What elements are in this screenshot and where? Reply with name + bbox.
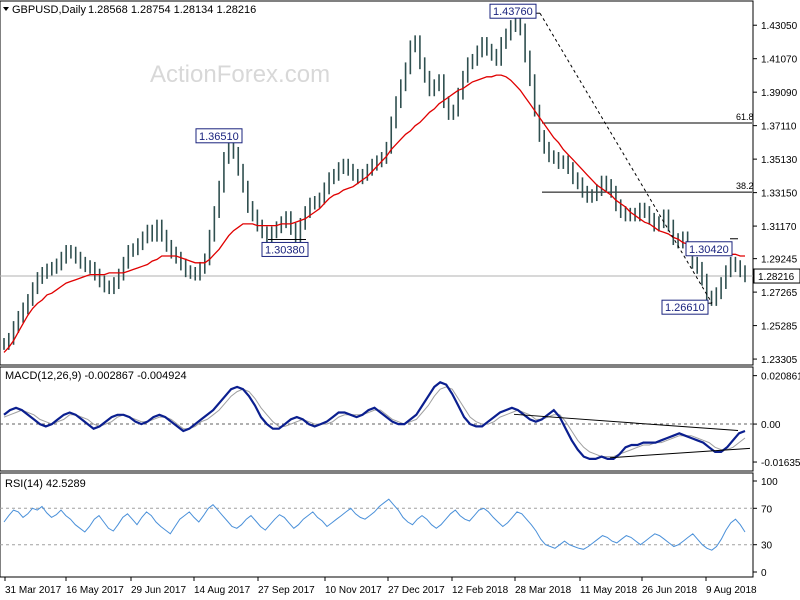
price-tick-label: 1.35130 (761, 155, 798, 166)
date-tick-label: 26 Jun 2018 (642, 585, 697, 596)
moving-average-line (3, 74, 745, 353)
trend-line (539, 12, 713, 304)
annotation-label: 1.30380 (265, 244, 305, 256)
macd-series (3, 381, 751, 460)
date-tick-label: 11 May 2018 (580, 585, 638, 596)
macd-tick-label: 0.020861 (761, 372, 800, 383)
price-tick-label: 1.41070 (761, 55, 798, 66)
chevron-down-icon (3, 7, 9, 11)
date-tick-label: 16 May 2017 (66, 585, 124, 596)
annotation-label: 1.26610 (665, 302, 705, 314)
price-panel: ActionForex.com GBPUSD,Daily 1.28568 1.2… (0, 0, 800, 366)
fib-level-label: 61.8 (736, 112, 754, 122)
price-tick-label: 1.39090 (761, 88, 798, 99)
price-tick-label: 1.33150 (761, 189, 798, 200)
date-tick-label: 28 Mar 2018 (515, 585, 572, 596)
price-tick-label: 1.25285 (761, 322, 798, 333)
date-tick-label: 12 Feb 2018 (452, 585, 509, 596)
rsi-series (3, 498, 746, 551)
price-tick-label: 1.23305 (761, 355, 798, 366)
price-panel-frame (0, 0, 754, 366)
macd-trend-line-upper (513, 413, 739, 432)
annotation-box (261, 241, 309, 257)
macd-title: MACD(12,26,9) -0.002867 -0.004924 (5, 370, 187, 382)
rsi-panel: RSI(14) 42.5289 100 70 30 0 (0, 472, 778, 579)
date-tick-label: 31 Mar 2017 (5, 585, 62, 596)
price-tick-label: 1.31170 (761, 222, 797, 233)
symbol-label: GBPUSD,Daily (12, 4, 86, 16)
rsi-tick-label: 70 (761, 504, 773, 515)
price-tick-label: 1.43050 (761, 21, 798, 32)
fib-level-label: 38.2 (736, 181, 754, 191)
macd-axis: 0.020861 0.00 -0.016357 (0, 372, 800, 469)
watermark: ActionForex.com (150, 61, 330, 88)
rsi-tick-label: 30 (761, 541, 773, 552)
last-price-box (753, 268, 800, 284)
price-axis: 1.43050 1.41070 1.39090 1.37110 1.35130 1.331… (0, 21, 800, 366)
date-tick-label: 10 Nov 2017 (325, 585, 382, 596)
ohlc-label: 1.28568 1.28754 1.28134 1.28216 (88, 4, 256, 16)
macd-line (3, 381, 746, 460)
rsi-title: RSI(14) 42.5289 (5, 478, 86, 490)
macd-tick-label: -0.016357 (761, 458, 800, 469)
dashed-trend-line (539, 12, 713, 304)
date-tick-label: 27 Dec 2017 (388, 585, 445, 596)
date-tick-label: 29 Jun 2017 (131, 585, 186, 596)
annotation-box (489, 3, 537, 19)
date-axis: 31 Mar 2017 16 May 2017 29 Jun 2017 14 Aug … (4, 577, 757, 596)
date-tick-label: 14 Aug 2017 (194, 585, 251, 596)
rsi-axis: 100 70 30 0 (0, 477, 778, 579)
price-tick-label: 1.29245 (761, 255, 798, 266)
last-price-label: 1.28216 (758, 272, 795, 283)
rsi-line (3, 498, 746, 551)
annotation-box (685, 241, 733, 257)
rsi-tick-label: 100 (761, 477, 778, 488)
annotation-label: 1.30420 (689, 244, 729, 256)
date-tick-label: 9 Aug 2018 (706, 585, 757, 596)
macd-panel-frame (0, 366, 754, 472)
macd-tick-label: 0.00 (761, 420, 781, 431)
price-tick-label: 1.27265 (761, 288, 798, 299)
rsi-tick-label: 0 (761, 568, 767, 579)
annotation-box (661, 299, 709, 315)
price-tick-label: 1.37110 (761, 122, 797, 133)
date-tick-label: 27 Sep 2017 (258, 585, 315, 596)
rsi-panel-frame (0, 472, 754, 578)
price-series (3, 18, 746, 353)
macd-panel: MACD(12,26,9) -0.002867 -0.004924 0.0208… (0, 366, 800, 472)
annotation-label: 1.43760 (493, 6, 533, 18)
fib-levels: 61.8 38.2 (542, 112, 754, 193)
price-annotations: 1.43760 1.36510 1.30380 1.30420 1.26610 (195, 3, 738, 315)
annotation-box (195, 128, 243, 144)
annotation-label: 1.36510 (199, 131, 239, 143)
macd-trend-line-lower (609, 447, 751, 459)
